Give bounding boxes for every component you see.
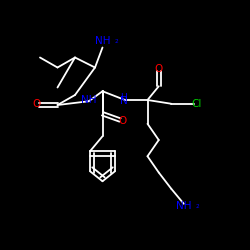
Text: Cl: Cl (191, 99, 202, 109)
Text: NH: NH (81, 95, 96, 105)
Text: $_2$: $_2$ (195, 202, 200, 211)
Text: N: N (120, 96, 128, 106)
Text: O: O (154, 64, 163, 74)
Text: O: O (32, 99, 40, 109)
Text: O: O (118, 116, 127, 126)
Text: NH: NH (95, 36, 110, 46)
Text: $_2$: $_2$ (114, 37, 119, 46)
Text: NH: NH (176, 201, 192, 211)
Text: H: H (120, 93, 127, 102)
